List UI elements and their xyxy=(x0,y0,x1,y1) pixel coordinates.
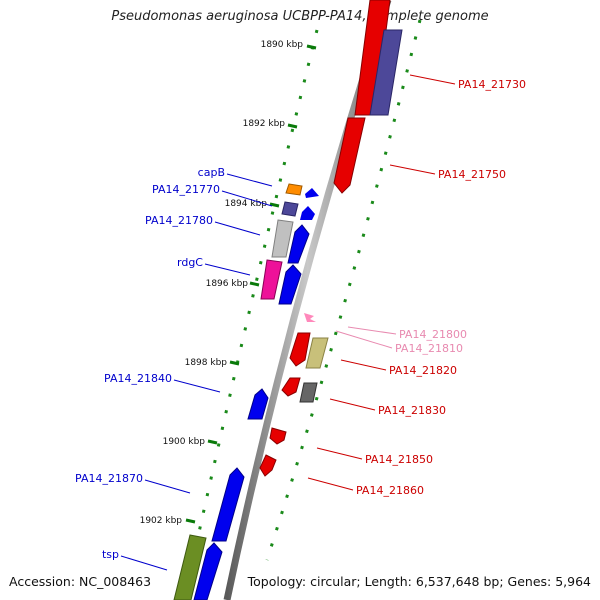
forward-strand-genes xyxy=(173,183,319,600)
leader-line xyxy=(316,447,363,460)
leader-line xyxy=(226,173,273,187)
scale-tick-label: 1894 kbp xyxy=(225,199,268,209)
gene-pa14-21770[interactable] xyxy=(281,201,299,217)
gene-pa14-21840[interactable] xyxy=(247,388,269,420)
leader-line xyxy=(335,330,393,349)
scale-tick-label: 1902 kbp xyxy=(140,516,183,526)
gene-pa14-21785[interactable] xyxy=(287,224,310,264)
scale-tick-label: 1896 kbp xyxy=(206,279,249,289)
gene-label-pa14-21730[interactable]: PA14_21730 xyxy=(458,78,526,91)
leader-line xyxy=(340,359,387,371)
gene-label-pa14-21830[interactable]: PA14_21830 xyxy=(378,404,446,417)
gene-rdgc[interactable] xyxy=(260,259,283,300)
gene-pa14-21795[interactable] xyxy=(278,264,302,305)
gene-pa14-21830[interactable] xyxy=(281,377,301,397)
gene-pa14-21870[interactable] xyxy=(211,467,245,542)
gene-pa14-21740[interactable] xyxy=(369,29,403,116)
map-title: Pseudomonas aeruginosa UCBPP-PA14, compl… xyxy=(111,9,489,24)
leader-line xyxy=(173,379,221,393)
gene-pa14-21775[interactable] xyxy=(300,206,315,220)
left-labels: capB PA14_21770 PA14_21780 rdgC PA14_218… xyxy=(75,166,273,571)
leader-line xyxy=(389,164,436,175)
gene-pa14-21835[interactable] xyxy=(299,382,318,403)
gene-label-pa14-21870[interactable]: PA14_21870 xyxy=(75,472,143,485)
scale-tick-label: 1892 kbp xyxy=(243,119,286,129)
gene-pa14-21860[interactable] xyxy=(259,454,277,477)
gene-pa14-21780[interactable] xyxy=(271,219,294,258)
scale-tick xyxy=(306,44,317,50)
gene-label-pa14-21860[interactable]: PA14_21860 xyxy=(356,484,424,497)
scale-tick xyxy=(249,281,260,287)
gene-pa14-21890[interactable] xyxy=(193,542,223,600)
scale-tick xyxy=(287,123,298,129)
gene-pa14-21750[interactable] xyxy=(333,117,366,194)
scale-tick xyxy=(185,518,196,524)
gene-pa14-21810[interactable] xyxy=(305,337,329,369)
gene-pa14-21850[interactable] xyxy=(269,427,287,445)
gene-pa14-21800[interactable] xyxy=(304,313,316,322)
gene-label-pa14-21840[interactable]: PA14_21840 xyxy=(104,372,172,385)
scale: 1890 kbp 1892 kbp 1894 kbp 1896 kbp 1898… xyxy=(140,40,317,526)
leader-line xyxy=(144,479,191,494)
leader-line xyxy=(347,326,397,335)
gene-label-pa14-21810[interactable]: PA14_21810 xyxy=(395,342,463,355)
gene-tsp[interactable] xyxy=(173,534,207,600)
scale-tick xyxy=(207,439,218,445)
leader-line xyxy=(329,398,376,411)
scale-tick-label: 1890 kbp xyxy=(261,40,304,50)
leader-line xyxy=(204,263,251,276)
gene-pa14-21765[interactable] xyxy=(305,188,319,198)
reverse-strand-genes xyxy=(259,0,403,477)
genome-summary: Topology: circular; Length: 6,537,648 bp… xyxy=(247,574,591,589)
leader-line xyxy=(214,221,261,236)
leader-line xyxy=(409,74,456,85)
gene-label-pa14-21750[interactable]: PA14_21750 xyxy=(438,168,506,181)
right-labels: PA14_21730 PA14_21750 PA14_21800 PA14_21… xyxy=(307,74,526,497)
scale-tick-label: 1898 kbp xyxy=(185,358,228,368)
gene-label-tsp[interactable]: tsp xyxy=(102,548,119,561)
gene-label-pa14-21770[interactable]: PA14_21770 xyxy=(152,183,220,196)
gene-pa14-21820[interactable] xyxy=(289,332,311,367)
scale-tick xyxy=(229,360,240,366)
gene-label-rdgc[interactable]: rdgC xyxy=(177,256,203,269)
leader-line xyxy=(307,477,354,491)
gene-label-capb[interactable]: capB xyxy=(198,166,225,179)
leader-line xyxy=(221,190,273,207)
gene-label-pa14-21850[interactable]: PA14_21850 xyxy=(365,453,433,466)
scale-tick-label: 1900 kbp xyxy=(163,437,206,447)
gene-capb[interactable] xyxy=(285,183,303,196)
accession-label: Accession: NC_008463 xyxy=(9,574,152,589)
gene-label-pa14-21820[interactable]: PA14_21820 xyxy=(389,364,457,377)
scale-tick xyxy=(269,202,280,208)
gene-label-pa14-21780[interactable]: PA14_21780 xyxy=(145,214,213,227)
leader-line xyxy=(120,555,168,571)
gene-label-pa14-21800[interactable]: PA14_21800 xyxy=(399,328,467,341)
